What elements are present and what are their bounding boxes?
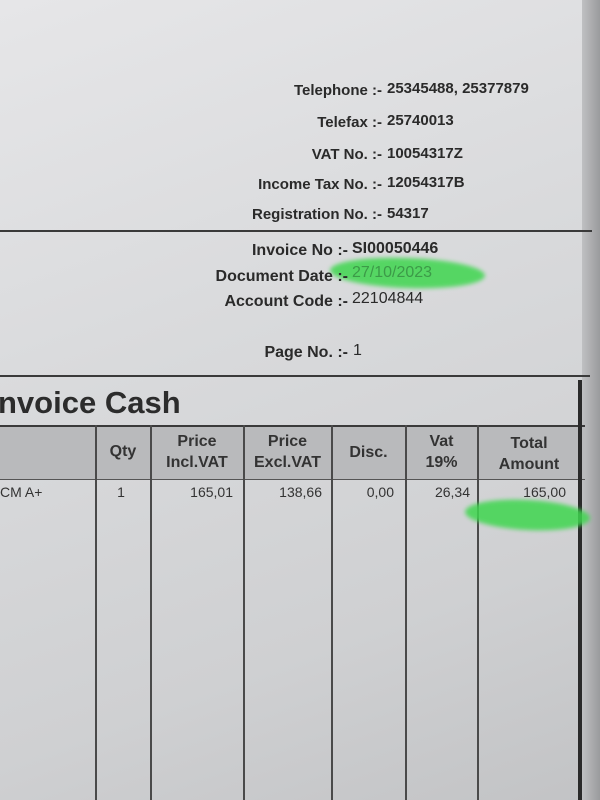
divider — [0, 230, 592, 232]
account-code-value: 22104844 — [352, 290, 424, 307]
table-border — [578, 380, 582, 800]
column-divider — [405, 425, 407, 800]
document-title: nvoice Cash — [0, 385, 181, 420]
registration-label: Registration No. :- — [252, 206, 382, 223]
table-header — [0, 425, 585, 480]
telephone-label: Telephone :- — [293, 82, 382, 99]
income-tax-value: 12054317B — [387, 174, 465, 191]
vat-no-label: VAT No. :- — [311, 146, 382, 163]
column-divider — [243, 425, 245, 800]
document-date-value: 27/10/2023 — [352, 264, 433, 281]
cell-vat: 26,34 — [434, 484, 470, 500]
registration-value: 54317 — [387, 205, 429, 222]
background-edge — [582, 0, 600, 800]
column-divider — [331, 425, 333, 800]
header-price-excl-vat: Price Excl.VAT — [254, 433, 321, 471]
cell-qty: 1 — [117, 484, 125, 500]
cell-price-incl-vat: 165,01 — [190, 484, 233, 500]
account-code-label: Account Code :- — [224, 293, 348, 310]
cell-disc: 0,00 — [366, 484, 394, 500]
telefax-label: Telefax :- — [317, 114, 382, 131]
header-vat: Vat 19% — [425, 433, 458, 471]
income-tax-label: Income Tax No. :- — [258, 176, 382, 193]
column-divider — [477, 425, 479, 800]
header-qty: Qty — [109, 443, 137, 460]
header-disc: Disc. — [349, 444, 388, 461]
header-price-incl-vat: Price Incl.VAT — [166, 433, 228, 471]
header-total-amount: Total Amount — [498, 435, 560, 473]
column-divider — [150, 425, 152, 800]
document-date-label: Document Date :- — [215, 268, 348, 285]
telephone-value: 25345488, 25377879 — [387, 80, 529, 97]
cell-total-amount: 165,00 — [523, 484, 566, 500]
divider — [0, 375, 590, 377]
page-no-label: Page No. :- — [264, 344, 348, 361]
cell-price-excl-vat: 138,66 — [279, 484, 322, 500]
invoice-no-value: SI00050446 — [352, 240, 439, 257]
cell-description: CM A+ — [0, 484, 43, 500]
telefax-value: 25740013 — [387, 112, 454, 129]
total-highlight — [464, 496, 591, 534]
page-no-value: 1 — [353, 342, 362, 359]
column-divider — [95, 425, 97, 800]
vat-no-value: 10054317Z — [387, 145, 463, 162]
invoice-no-label: Invoice No :- — [251, 242, 348, 259]
